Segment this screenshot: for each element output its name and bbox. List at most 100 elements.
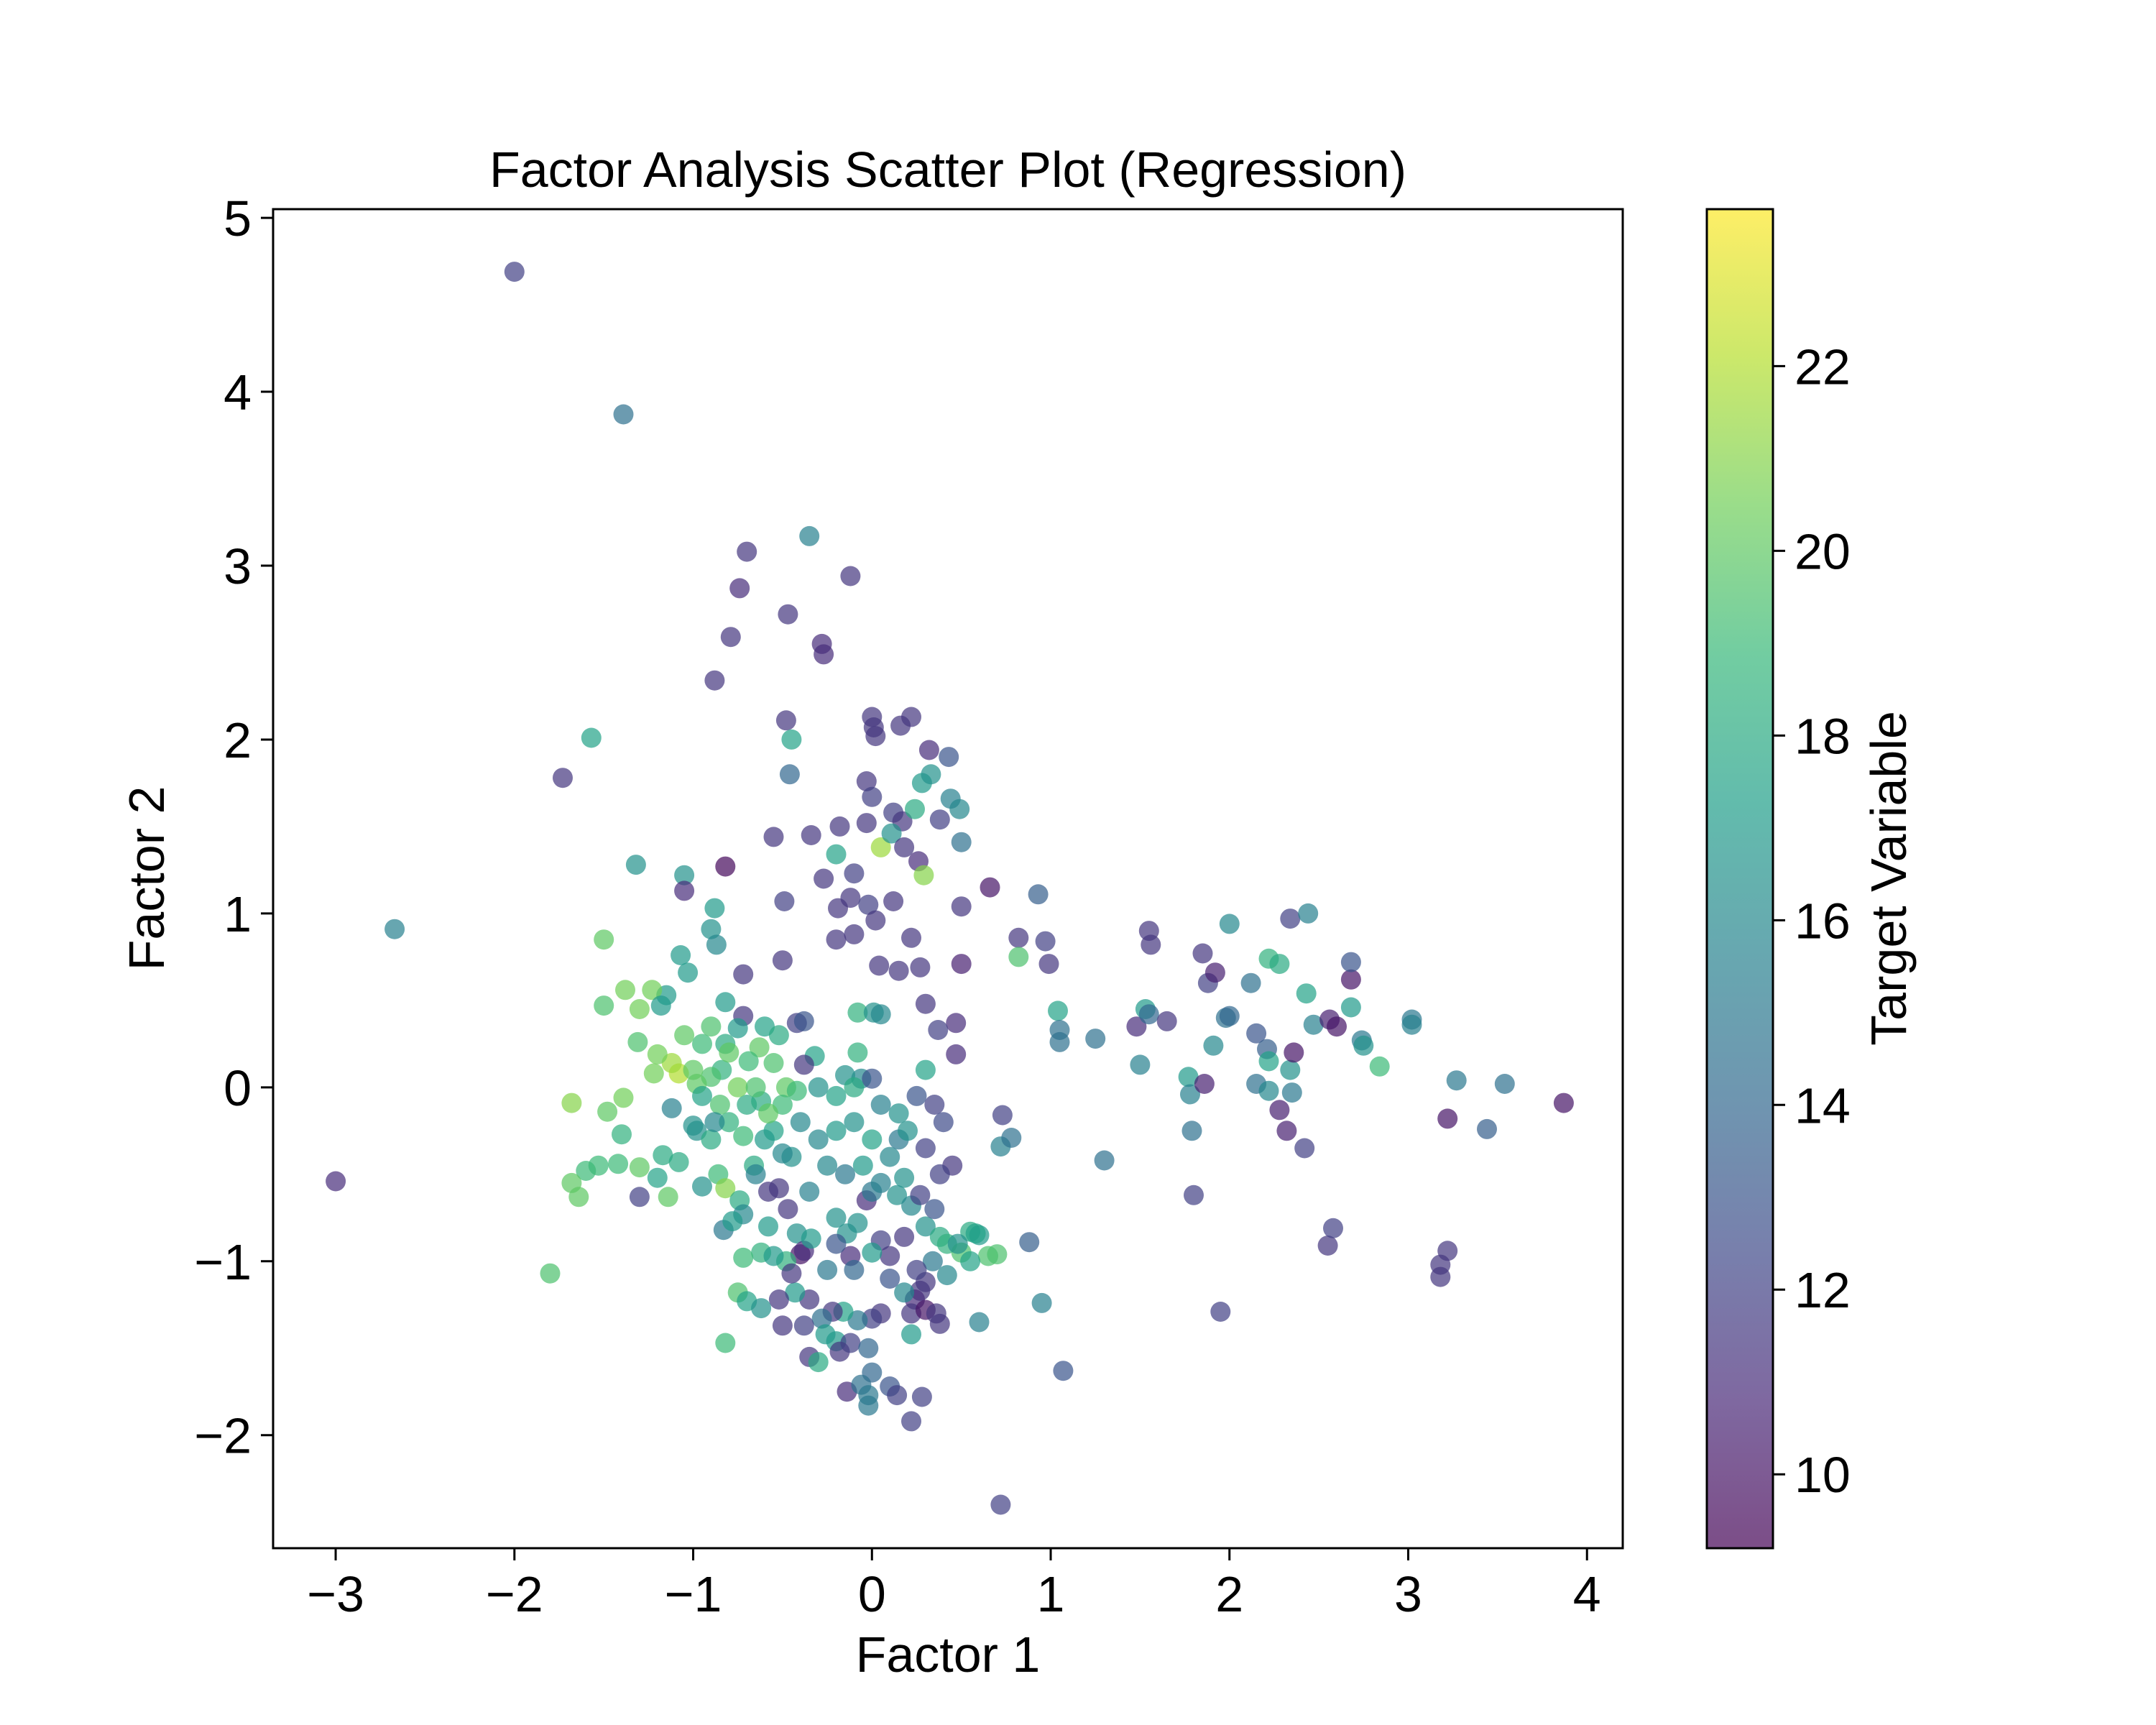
data-point bbox=[758, 1103, 778, 1124]
data-point bbox=[887, 1385, 908, 1406]
data-point bbox=[745, 1077, 766, 1098]
data-point bbox=[894, 837, 915, 857]
data-point bbox=[863, 717, 884, 737]
data-point bbox=[826, 1208, 847, 1228]
data-point bbox=[858, 1338, 879, 1358]
data-point bbox=[1303, 1014, 1324, 1035]
data-point bbox=[888, 1103, 909, 1124]
data-point bbox=[1280, 908, 1301, 929]
colorbar-tick-label: 12 bbox=[1795, 1262, 1851, 1318]
data-point bbox=[793, 1054, 814, 1075]
data-point bbox=[629, 1187, 650, 1208]
data-point bbox=[704, 898, 725, 919]
data-point bbox=[883, 891, 904, 911]
data-point bbox=[715, 856, 736, 877]
data-point bbox=[715, 1178, 736, 1199]
data-point bbox=[561, 1092, 582, 1113]
data-point bbox=[847, 1213, 868, 1233]
y-tick-label: 1 bbox=[224, 886, 252, 942]
data-point bbox=[840, 1333, 861, 1353]
data-point bbox=[768, 1025, 789, 1046]
data-point bbox=[793, 1011, 814, 1031]
data-point bbox=[870, 1004, 891, 1025]
data-point bbox=[597, 1101, 618, 1122]
data-point bbox=[862, 1068, 883, 1089]
x-tick-label: 1 bbox=[1037, 1566, 1065, 1622]
data-point bbox=[1553, 1092, 1574, 1113]
data-point bbox=[870, 1095, 891, 1115]
data-point bbox=[772, 1143, 793, 1164]
data-point bbox=[1269, 1100, 1290, 1121]
colorbar-label: Target Variable bbox=[1861, 711, 1917, 1046]
data-point bbox=[581, 727, 602, 748]
data-point bbox=[946, 1044, 967, 1064]
data-point bbox=[1246, 1023, 1267, 1044]
data-point bbox=[1258, 1051, 1279, 1072]
data-point bbox=[881, 823, 902, 844]
data-point bbox=[568, 1187, 589, 1208]
data-point bbox=[826, 1085, 847, 1106]
data-point bbox=[627, 1031, 648, 1052]
y-tick-label: 3 bbox=[224, 538, 252, 594]
x-tick-label: 3 bbox=[1394, 1566, 1422, 1622]
data-point bbox=[915, 1138, 936, 1159]
data-point bbox=[835, 1164, 855, 1184]
data-point bbox=[910, 1184, 931, 1205]
data-point bbox=[615, 980, 635, 1000]
y-axis-label: Factor 2 bbox=[119, 786, 175, 971]
data-point bbox=[814, 644, 834, 665]
x-tick-label: 0 bbox=[858, 1566, 886, 1622]
data-point bbox=[862, 1129, 883, 1150]
data-point bbox=[1353, 1035, 1374, 1056]
data-point bbox=[653, 1145, 673, 1166]
x-axis-label: Factor 1 bbox=[856, 1627, 1041, 1683]
data-point bbox=[905, 799, 925, 819]
data-point bbox=[894, 1226, 915, 1247]
data-point bbox=[701, 1016, 722, 1037]
colorbar-tick-label: 16 bbox=[1795, 893, 1851, 949]
data-point bbox=[1094, 1150, 1115, 1171]
data-point bbox=[733, 964, 754, 985]
data-point bbox=[1369, 1056, 1390, 1077]
data-point bbox=[1280, 1059, 1301, 1080]
data-point bbox=[625, 855, 646, 875]
data-point bbox=[1138, 921, 1159, 942]
data-point bbox=[692, 1085, 712, 1106]
data-point bbox=[1258, 1080, 1279, 1101]
data-point bbox=[844, 1077, 865, 1098]
data-point bbox=[880, 1269, 900, 1289]
y-axis: −2 −1 0 1 2 3 4 5 bbox=[194, 190, 273, 1464]
data-point bbox=[862, 1242, 883, 1263]
data-point bbox=[911, 1386, 932, 1407]
data-point bbox=[918, 740, 939, 760]
data-point bbox=[755, 1129, 775, 1150]
data-point bbox=[965, 1223, 986, 1244]
data-point bbox=[844, 1112, 865, 1133]
data-point bbox=[906, 1085, 927, 1106]
y-tick-label: −2 bbox=[194, 1408, 252, 1464]
data-point bbox=[781, 1263, 802, 1284]
colorbar-tick-label: 18 bbox=[1795, 708, 1851, 764]
data-point bbox=[1181, 1121, 1202, 1141]
data-point bbox=[811, 1308, 832, 1329]
data-point bbox=[901, 707, 921, 727]
data-point bbox=[1031, 1292, 1052, 1313]
data-point bbox=[1192, 943, 1213, 964]
y-tick-label: −1 bbox=[194, 1234, 252, 1290]
data-point bbox=[683, 1116, 704, 1136]
chart-title: Factor Analysis Scatter Plot (Regression… bbox=[489, 142, 1406, 198]
data-point bbox=[540, 1263, 561, 1284]
data-point bbox=[817, 1259, 838, 1280]
data-point bbox=[1294, 1138, 1315, 1159]
colorbar-tick-label: 20 bbox=[1795, 523, 1851, 579]
data-point bbox=[674, 880, 695, 901]
data-point bbox=[629, 999, 650, 1019]
data-point bbox=[778, 604, 798, 625]
data-point bbox=[840, 888, 861, 908]
data-point bbox=[933, 1112, 954, 1133]
data-point bbox=[1130, 1054, 1151, 1075]
data-point bbox=[1126, 1016, 1147, 1037]
data-point bbox=[817, 1155, 838, 1176]
data-point bbox=[1180, 1084, 1200, 1105]
data-point bbox=[704, 1112, 725, 1133]
